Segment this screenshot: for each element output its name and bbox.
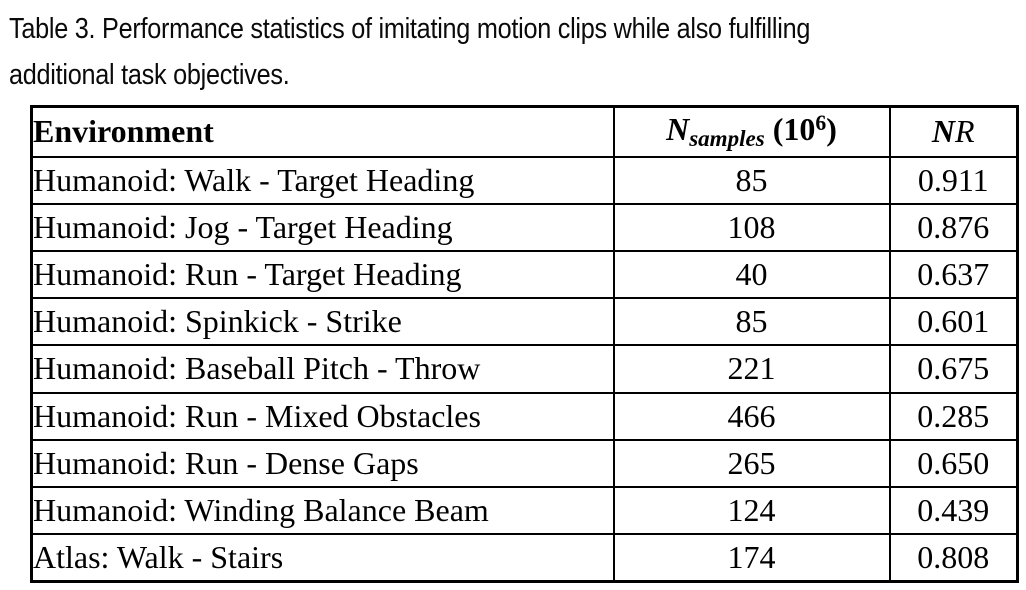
nr-cell: 0.808 <box>888 533 1019 583</box>
env-cell: Humanoid: Run - Mixed Obstacles <box>30 391 615 441</box>
table-row: Humanoid: Walk - Target Heading 85 0.911 <box>30 155 1019 205</box>
nsamples-cell: 85 <box>612 155 891 205</box>
column-header-nsamples: Nsamples (106) <box>612 105 891 158</box>
nsamples-cell: 108 <box>612 202 891 252</box>
env-cell: Atlas: Walk - Stairs <box>30 533 615 583</box>
caption-line-1: Table 3. Performance statistics of imita… <box>9 13 811 45</box>
env-cell: Humanoid: Spinkick - Strike <box>30 297 615 347</box>
env-cell: Humanoid: Run - Dense Gaps <box>30 438 615 489</box>
caption-line-2: additional task objectives. <box>9 59 290 91</box>
column-header-environment: Environment <box>30 105 615 158</box>
nr-cell: 0.439 <box>888 486 1019 536</box>
nr-cell: 0.675 <box>888 344 1019 394</box>
table-caption: Table 3. Performance statistics of imita… <box>9 6 1026 98</box>
nsamples-cell: 174 <box>612 533 891 583</box>
nr-cell: 0.876 <box>888 202 1019 252</box>
table-row: Humanoid: Winding Balance Beam 124 0.439 <box>30 486 1019 536</box>
env-cell: Humanoid: Winding Balance Beam <box>30 486 615 536</box>
env-cell: Humanoid: Run - Target Heading <box>30 249 615 300</box>
env-cell: Humanoid: Walk - Target Heading <box>30 155 615 205</box>
performance-table: Environment Nsamples (106) NR Humanoid: … <box>30 105 1019 583</box>
nsamples-cell: 221 <box>612 344 891 394</box>
nsamples-cell: 124 <box>612 486 891 536</box>
nr-cell: 0.637 <box>888 249 1019 300</box>
table-row: Humanoid: Jog - Target Heading 108 0.876 <box>30 202 1019 252</box>
nsamples-cell: 466 <box>612 391 891 441</box>
table-row: Humanoid: Run - Dense Gaps 265 0.650 <box>30 438 1019 489</box>
env-cell: Humanoid: Baseball Pitch - Throw <box>30 344 615 394</box>
nsamples-cell: 265 <box>612 438 891 489</box>
env-cell: Humanoid: Jog - Target Heading <box>30 202 615 252</box>
nr-cell: 0.601 <box>888 297 1019 347</box>
table-body: Humanoid: Walk - Target Heading 85 0.911… <box>30 155 1019 583</box>
nr-cell: 0.911 <box>888 155 1019 205</box>
table-row: Humanoid: Run - Mixed Obstacles 466 0.28… <box>30 391 1019 441</box>
table-row: Atlas: Walk - Stairs 174 0.808 <box>30 533 1019 583</box>
nr-cell: 0.650 <box>888 438 1019 489</box>
table-row: Humanoid: Run - Target Heading 40 0.637 <box>30 249 1019 300</box>
table-row: Humanoid: Spinkick - Strike 85 0.601 <box>30 297 1019 347</box>
table-row: Humanoid: Baseball Pitch - Throw 221 0.6… <box>30 344 1019 394</box>
table-header-row: Environment Nsamples (106) NR <box>30 105 1019 158</box>
nsamples-cell: 85 <box>612 297 891 347</box>
column-header-nr: NR <box>888 105 1019 158</box>
nr-cell: 0.285 <box>888 391 1019 441</box>
nsamples-cell: 40 <box>612 249 891 300</box>
